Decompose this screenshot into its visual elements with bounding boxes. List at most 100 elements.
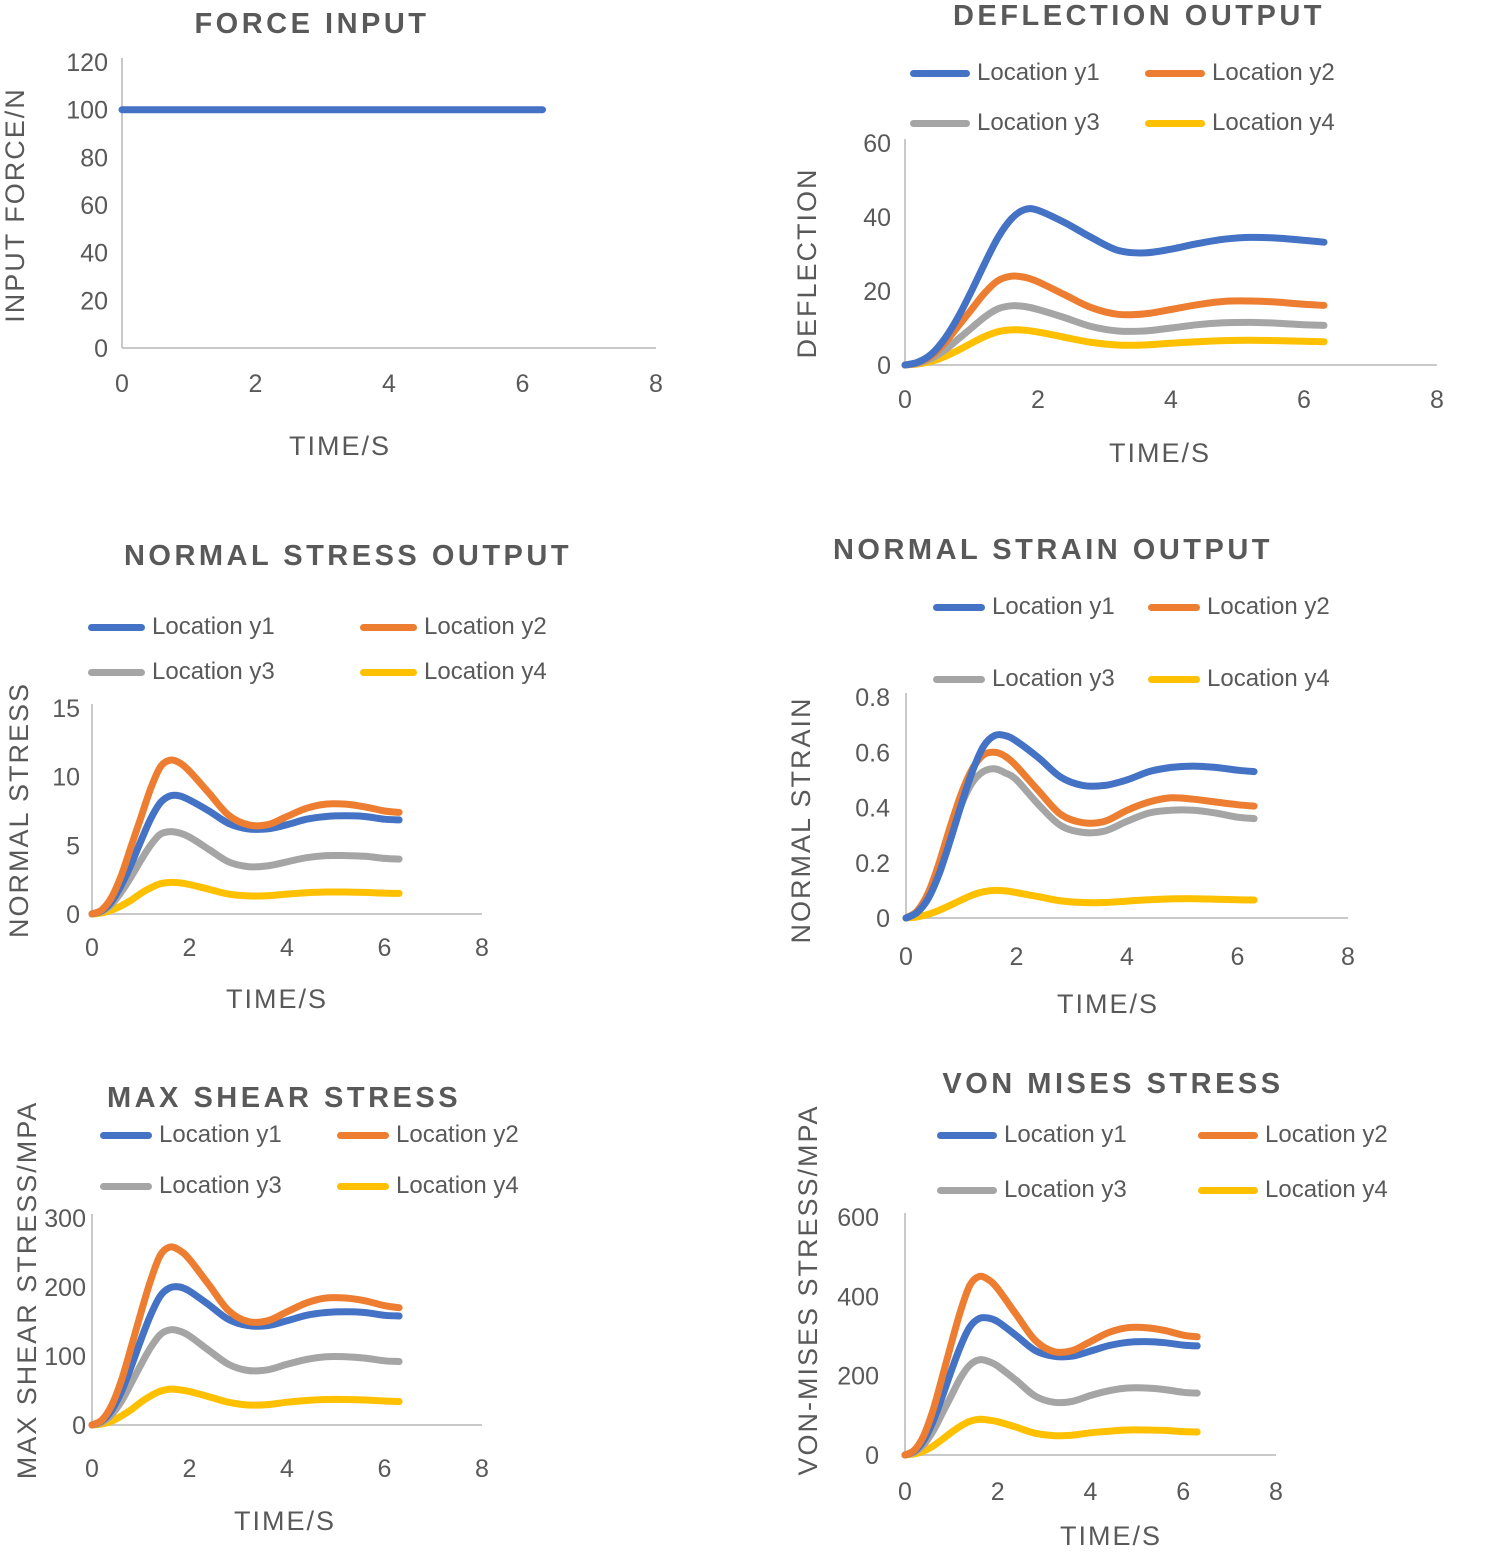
y-tick-label: 20 bbox=[863, 278, 891, 306]
x-tick-label: 6 bbox=[1231, 943, 1245, 971]
x-tick-label: 8 bbox=[475, 1455, 489, 1483]
y-tick-label: 80 bbox=[80, 144, 108, 172]
y-axis-title: NORMAL STRESS bbox=[4, 682, 34, 938]
series-line-location-y1 bbox=[88, 791, 403, 918]
y-tick-label: 300 bbox=[44, 1205, 86, 1233]
x-axis-title: TIME/S bbox=[289, 431, 391, 461]
x-tick-label: 6 bbox=[378, 1455, 392, 1483]
series-line-location-y4 bbox=[88, 878, 403, 918]
x-tick-label: 2 bbox=[183, 934, 197, 962]
series-line-location-y1 bbox=[902, 731, 1258, 922]
series-line-location-y3 bbox=[901, 302, 1328, 369]
series-line-location-y1 bbox=[88, 1283, 403, 1429]
y-tick-label: 0 bbox=[66, 901, 80, 929]
y-tick-label: 0.4 bbox=[855, 795, 890, 823]
y-tick-label: 60 bbox=[80, 192, 108, 220]
y-tick-label: 5 bbox=[66, 832, 80, 860]
y-axis-title: VON-MISES STRESS/MPA bbox=[793, 1104, 823, 1475]
x-tick-label: 8 bbox=[1430, 386, 1444, 414]
chart-title: FORCE INPUT bbox=[194, 8, 430, 40]
y-tick-label: 0.8 bbox=[855, 684, 890, 712]
x-tick-label: 0 bbox=[85, 934, 99, 962]
y-tick-label: 0 bbox=[94, 335, 108, 363]
chart-plot: 0 5 10 15 0 2 4 6 8 NORMAL STRESS TIME/S bbox=[4, 682, 489, 1014]
y-tick-label: 60 bbox=[863, 130, 891, 158]
y-axis-title: MAX SHEAR STRESS/MPA bbox=[12, 1101, 42, 1480]
x-tick-label: 2 bbox=[1010, 943, 1024, 971]
chart-title: VON MISES STRESS bbox=[942, 1068, 1284, 1100]
y-tick-label: 0 bbox=[877, 352, 891, 380]
chart-title: NORMAL STRESS OUTPUT bbox=[123, 540, 573, 572]
series-line-location-y2 bbox=[902, 748, 1258, 922]
x-tick-label: 4 bbox=[1164, 386, 1178, 414]
x-axis-title: TIME/S bbox=[1109, 438, 1211, 468]
y-tick-label: 0 bbox=[865, 1442, 879, 1470]
x-axis-title: TIME/S bbox=[1057, 989, 1159, 1019]
series-line-location-y4 bbox=[901, 1415, 1201, 1459]
y-tick-label: 0 bbox=[876, 905, 890, 933]
y-tick-label: 600 bbox=[837, 1204, 879, 1232]
y-tick-label: 15 bbox=[52, 695, 80, 723]
chart-deflection-output: DEFLECTION OUTPUT Location y1 Location y2… bbox=[753, 0, 1506, 505]
series-line-location-y2 bbox=[901, 1272, 1201, 1459]
y-tick-label: 0.6 bbox=[855, 739, 890, 767]
series-line-location-y1 bbox=[901, 205, 1328, 369]
x-tick-label: 6 bbox=[516, 370, 530, 398]
x-tick-label: 8 bbox=[1341, 943, 1355, 971]
chart-title: NORMAL STRAIN OUTPUT bbox=[832, 534, 1274, 566]
chart-plot: 0 100 200 300 0 2 4 6 8 MAX SHEAR STRESS/MPA TIME/… bbox=[12, 1101, 489, 1536]
x-tick-label: 6 bbox=[378, 934, 392, 962]
chart-plot: 0 20 40 60 80 100 120 0 2 4 6 8 INPUT FORCE/N TIME/S bbox=[0, 49, 663, 461]
x-tick-label: 6 bbox=[1297, 386, 1311, 414]
chart-normal-strain-output: NORMAL STRAIN OUTPUT Location y1 Location… bbox=[753, 510, 1506, 1040]
chart-title: MAX SHEAR STRESS bbox=[106, 1082, 462, 1114]
x-tick-label: 8 bbox=[475, 934, 489, 962]
series-line-location-y2 bbox=[88, 1243, 403, 1429]
chart-plot: 0 0.2 0.4 0.6 0.8 0 2 4 6 8 NORMAL STRAIN TIME/S bbox=[786, 684, 1355, 1019]
x-axis-title: TIME/S bbox=[226, 984, 328, 1014]
x-tick-label: 4 bbox=[1120, 943, 1134, 971]
series-line-location-y3 bbox=[901, 1356, 1201, 1459]
y-tick-label: 40 bbox=[80, 240, 108, 268]
chart-title: DEFLECTION OUTPUT bbox=[952, 0, 1326, 32]
y-tick-label: 20 bbox=[80, 287, 108, 315]
x-tick-label: 2 bbox=[183, 1455, 197, 1483]
series-line-location-y2 bbox=[88, 756, 403, 918]
y-tick-label: 0 bbox=[72, 1412, 86, 1440]
x-tick-label: 8 bbox=[649, 370, 663, 398]
series-line-location-y1 bbox=[901, 1314, 1201, 1459]
chart-max-shear-stress: MAX SHEAR STRESS Location y1 Location y2 L… bbox=[0, 1040, 753, 1555]
y-axis-title: NORMAL STRAIN bbox=[786, 696, 816, 943]
x-tick-label: 0 bbox=[898, 1478, 912, 1506]
x-tick-label: 2 bbox=[991, 1478, 1005, 1506]
x-tick-label: 4 bbox=[382, 370, 396, 398]
y-tick-label: 400 bbox=[837, 1283, 879, 1311]
series-line-location-y3 bbox=[88, 1326, 403, 1429]
series-line-location-y4 bbox=[88, 1385, 403, 1429]
y-tick-label: 200 bbox=[44, 1274, 86, 1302]
y-tick-label: 100 bbox=[66, 97, 108, 125]
x-tick-label: 4 bbox=[280, 1455, 294, 1483]
y-axis-title: DEFLECTION bbox=[792, 167, 822, 358]
x-tick-label: 8 bbox=[1269, 1478, 1283, 1506]
x-tick-label: 2 bbox=[249, 370, 263, 398]
y-tick-label: 0.2 bbox=[855, 850, 890, 878]
series-line-location-y4 bbox=[901, 326, 1328, 369]
x-tick-label: 0 bbox=[115, 370, 129, 398]
chart-force-input: FORCE INPUT 0 20 40 60 80 100 120 0 2 4 6 8 INPUT FO… bbox=[0, 0, 753, 505]
x-tick-label: 2 bbox=[1031, 386, 1045, 414]
chart-normal-stress-output: NORMAL STRESS OUTPUT Location y1 Location… bbox=[0, 510, 753, 1040]
x-tick-label: 6 bbox=[1176, 1478, 1190, 1506]
x-tick-label: 4 bbox=[1084, 1478, 1098, 1506]
x-axis-title: TIME/S bbox=[1060, 1521, 1162, 1551]
y-tick-label: 200 bbox=[837, 1363, 879, 1391]
x-tick-label: 4 bbox=[280, 934, 294, 962]
series-line-location-y3 bbox=[88, 828, 403, 918]
y-axis-title: INPUT FORCE/N bbox=[0, 87, 30, 323]
x-tick-label: 0 bbox=[899, 943, 913, 971]
x-tick-label: 0 bbox=[898, 386, 912, 414]
y-tick-label: 10 bbox=[52, 764, 80, 792]
series-line-location-y4 bbox=[902, 886, 1258, 922]
y-tick-label: 100 bbox=[44, 1343, 86, 1371]
